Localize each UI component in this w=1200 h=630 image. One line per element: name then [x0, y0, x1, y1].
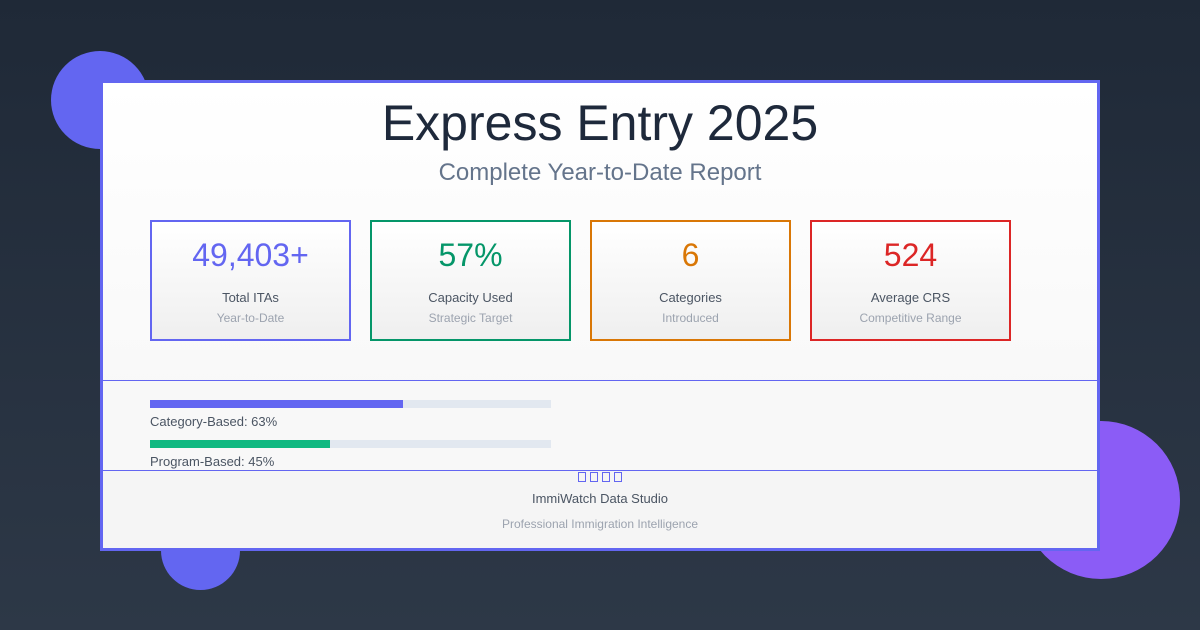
section-divider — [103, 380, 1097, 381]
progress-fill — [150, 400, 403, 408]
progress-bar-category-based — [150, 400, 551, 408]
stat-sublabel: Strategic Target — [428, 311, 513, 325]
progress-bar-program-based — [150, 440, 551, 448]
stat-card-categories: 6 Categories Introduced — [590, 220, 791, 341]
stat-card-total-itas: 49,403+ Total ITAs Year-to-Date — [150, 220, 351, 341]
stat-card-average-crs: 524 Average CRS Competitive Range — [810, 220, 1011, 341]
stat-label: Capacity Used — [428, 290, 513, 305]
stat-value: 49,403+ — [192, 237, 309, 273]
report-card: Express Entry 2025 Complete Year-to-Date… — [100, 80, 1100, 551]
progress-label: Program-Based: 45% — [150, 454, 275, 469]
stat-label: Average CRS — [870, 290, 951, 305]
stat-value: 57% — [438, 237, 503, 273]
stat-label: Total ITAs — [222, 290, 279, 305]
unknown-glyph-icon — [590, 472, 598, 482]
stat-value: 6 — [681, 237, 700, 273]
unknown-glyph-icon — [578, 472, 586, 482]
footer-icon-row — [103, 471, 1097, 485]
footer-brand: ImmiWatch Data Studio — [531, 491, 669, 506]
progress-label: Category-Based: 63% — [150, 414, 278, 429]
stat-value: 524 — [883, 237, 938, 273]
progress-fill — [150, 440, 331, 448]
footer: ImmiWatch Data Studio Professional Immig… — [103, 470, 1097, 548]
page-subtitle: Complete Year-to-Date Report — [438, 159, 762, 186]
stat-label: Categories — [659, 290, 722, 305]
stat-sublabel: Competitive Range — [859, 311, 962, 325]
footer-tagline: Professional Immigration Intelligence — [501, 517, 699, 531]
progress-section: Category-Based: 63% Program-Based: 45% — [103, 381, 1097, 471]
page-title: Express Entry 2025 — [381, 95, 819, 151]
stat-card-capacity-used: 57% Capacity Used Strategic Target — [370, 220, 571, 341]
unknown-glyph-icon — [602, 472, 610, 482]
stat-sublabel: Year-to-Date — [216, 311, 285, 325]
stat-sublabel: Introduced — [662, 311, 719, 325]
unknown-glyph-icon — [614, 472, 622, 482]
